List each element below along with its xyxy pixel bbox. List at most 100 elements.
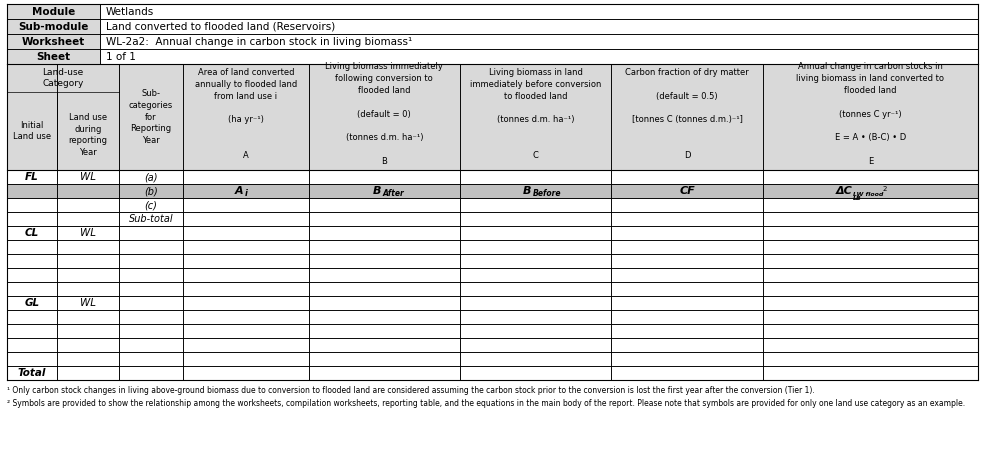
Bar (7, 310, 57, 324)
Bar (183, 170, 308, 184)
Text: Worksheet: Worksheet (22, 36, 85, 46)
Bar (57, 240, 119, 254)
Bar (762, 282, 978, 296)
Bar (308, 310, 460, 324)
Text: ¹ Only carbon stock changes in living above-ground biomass due to conversion to : ¹ Only carbon stock changes in living ab… (7, 386, 815, 395)
Bar (762, 198, 978, 212)
Text: (b): (b) (144, 186, 158, 196)
Bar (57, 268, 119, 282)
Bar (119, 352, 183, 366)
Bar (183, 254, 308, 268)
Bar (308, 212, 460, 226)
Bar (460, 212, 612, 226)
Bar (183, 268, 308, 282)
Text: Wetlands: Wetlands (106, 7, 155, 17)
Bar (7, 4, 100, 19)
Bar (100, 49, 978, 64)
Bar (612, 170, 762, 184)
Bar (183, 282, 308, 296)
Bar (308, 240, 460, 254)
Bar (460, 282, 612, 296)
Bar (57, 198, 119, 212)
Bar (308, 366, 460, 380)
Bar (460, 352, 612, 366)
Text: Sub-
categories
for
Reporting
Year: Sub- categories for Reporting Year (129, 89, 173, 145)
Text: FL: FL (26, 172, 39, 182)
Text: A: A (235, 186, 243, 196)
Bar (460, 240, 612, 254)
Bar (308, 170, 460, 184)
Text: WL: WL (80, 172, 96, 182)
Text: GL: GL (25, 298, 39, 308)
Bar (119, 310, 183, 324)
Bar (460, 268, 612, 282)
Bar (119, 366, 183, 380)
Bar (183, 184, 308, 198)
Bar (612, 310, 762, 324)
Bar (612, 324, 762, 338)
Bar (460, 170, 612, 184)
Bar (612, 282, 762, 296)
Bar (460, 254, 612, 268)
Bar (119, 240, 183, 254)
Bar (100, 19, 978, 34)
Bar (612, 64, 762, 170)
Bar (762, 226, 978, 240)
Bar (308, 352, 460, 366)
Bar (57, 366, 119, 380)
Bar (7, 324, 57, 338)
Bar (460, 296, 612, 310)
Bar (183, 64, 308, 170)
Bar (119, 226, 183, 240)
Bar (308, 338, 460, 352)
Bar (7, 282, 57, 296)
Bar (762, 64, 978, 170)
Bar (762, 366, 978, 380)
Bar (119, 254, 183, 268)
Bar (762, 324, 978, 338)
Bar (460, 198, 612, 212)
Bar (612, 296, 762, 310)
Bar (762, 268, 978, 282)
Bar (57, 282, 119, 296)
Bar (183, 324, 308, 338)
Text: ² Symbols are provided to show the relationship among the worksheets, compilatio: ² Symbols are provided to show the relat… (7, 399, 965, 408)
Bar (100, 34, 978, 49)
Bar (183, 296, 308, 310)
Bar (100, 4, 978, 19)
Bar (7, 198, 57, 212)
Bar (57, 184, 119, 198)
Bar (762, 212, 978, 226)
Bar (308, 184, 460, 198)
Bar (612, 254, 762, 268)
Text: (c): (c) (145, 200, 158, 210)
Bar (308, 64, 460, 170)
Bar (119, 170, 183, 184)
Bar (308, 226, 460, 240)
Bar (183, 338, 308, 352)
Bar (7, 170, 57, 184)
Bar (308, 254, 460, 268)
Bar (7, 184, 57, 198)
Bar (308, 324, 460, 338)
Text: Land-use
Category: Land-use Category (42, 68, 84, 88)
Bar (183, 212, 308, 226)
Bar (7, 34, 100, 49)
Bar (57, 254, 119, 268)
Bar (460, 366, 612, 380)
Bar (612, 198, 762, 212)
Bar (762, 170, 978, 184)
Bar (119, 324, 183, 338)
Bar (762, 338, 978, 352)
Bar (762, 240, 978, 254)
Bar (7, 49, 100, 64)
Bar (183, 226, 308, 240)
Bar (612, 268, 762, 282)
Bar (183, 352, 308, 366)
Bar (7, 352, 57, 366)
Bar (7, 338, 57, 352)
Text: Before: Before (533, 189, 561, 198)
Bar (308, 198, 460, 212)
Bar (7, 19, 100, 34)
Text: Module: Module (32, 7, 75, 17)
